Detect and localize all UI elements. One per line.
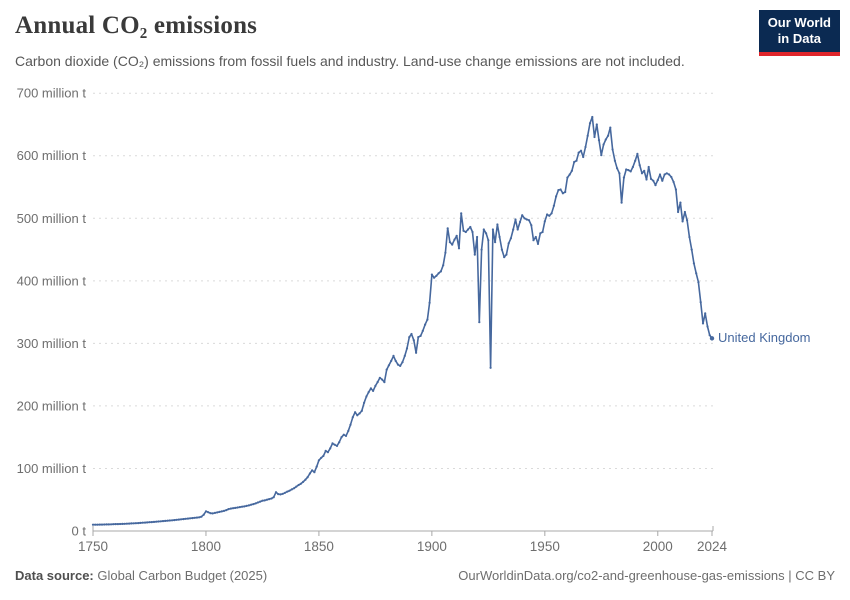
attribution[interactable]: OurWorldinData.org/co2-and-greenhouse-ga… bbox=[458, 568, 835, 583]
end-point bbox=[709, 336, 715, 341]
page-title: Annual CO₂ emissions bbox=[15, 12, 258, 39]
svg-text:700 million t: 700 million t bbox=[17, 86, 87, 101]
svg-text:100 million t: 100 million t bbox=[17, 461, 87, 476]
svg-text:300 million t: 300 million t bbox=[17, 336, 87, 351]
chart-subtitle: Carbon dioxide (CO₂) emissions from foss… bbox=[15, 53, 685, 69]
data-points bbox=[91, 115, 714, 526]
svg-text:1850: 1850 bbox=[304, 539, 334, 554]
svg-text:500 million t: 500 million t bbox=[17, 211, 87, 226]
svg-text:1900: 1900 bbox=[417, 539, 447, 554]
svg-text:600 million t: 600 million t bbox=[17, 148, 87, 163]
data-source-label: Data source: bbox=[15, 568, 94, 583]
x-axis: 1750 1800 1850 1900 1950 2000 2024 bbox=[78, 531, 728, 554]
logo-line-1: Our World bbox=[767, 15, 831, 30]
series-end-label[interactable]: United Kingdom bbox=[718, 330, 811, 346]
svg-text:200 million t: 200 million t bbox=[17, 398, 87, 413]
svg-text:400 million t: 400 million t bbox=[17, 273, 87, 288]
svg-text:0 t: 0 t bbox=[72, 524, 87, 539]
emissions-line[interactable] bbox=[93, 116, 713, 526]
logo-line-2: in Data bbox=[777, 31, 822, 47]
owid-logo[interactable]: Our World in Data bbox=[758, 10, 840, 56]
svg-text:2024: 2024 bbox=[697, 539, 728, 554]
data-source: Data source: Global Carbon Budget (2025) bbox=[15, 568, 267, 583]
svg-text:2000: 2000 bbox=[643, 539, 673, 554]
svg-text:1800: 1800 bbox=[191, 539, 221, 554]
y-axis: 0 t 100 million t 200 million t 300 million… bbox=[17, 86, 714, 539]
svg-text:1750: 1750 bbox=[78, 539, 108, 554]
chart-footer: Data source: Global Carbon Budget (2025)… bbox=[15, 568, 835, 583]
svg-text:1950: 1950 bbox=[530, 539, 560, 554]
data-source-value: Global Carbon Budget (2025) bbox=[93, 568, 268, 583]
